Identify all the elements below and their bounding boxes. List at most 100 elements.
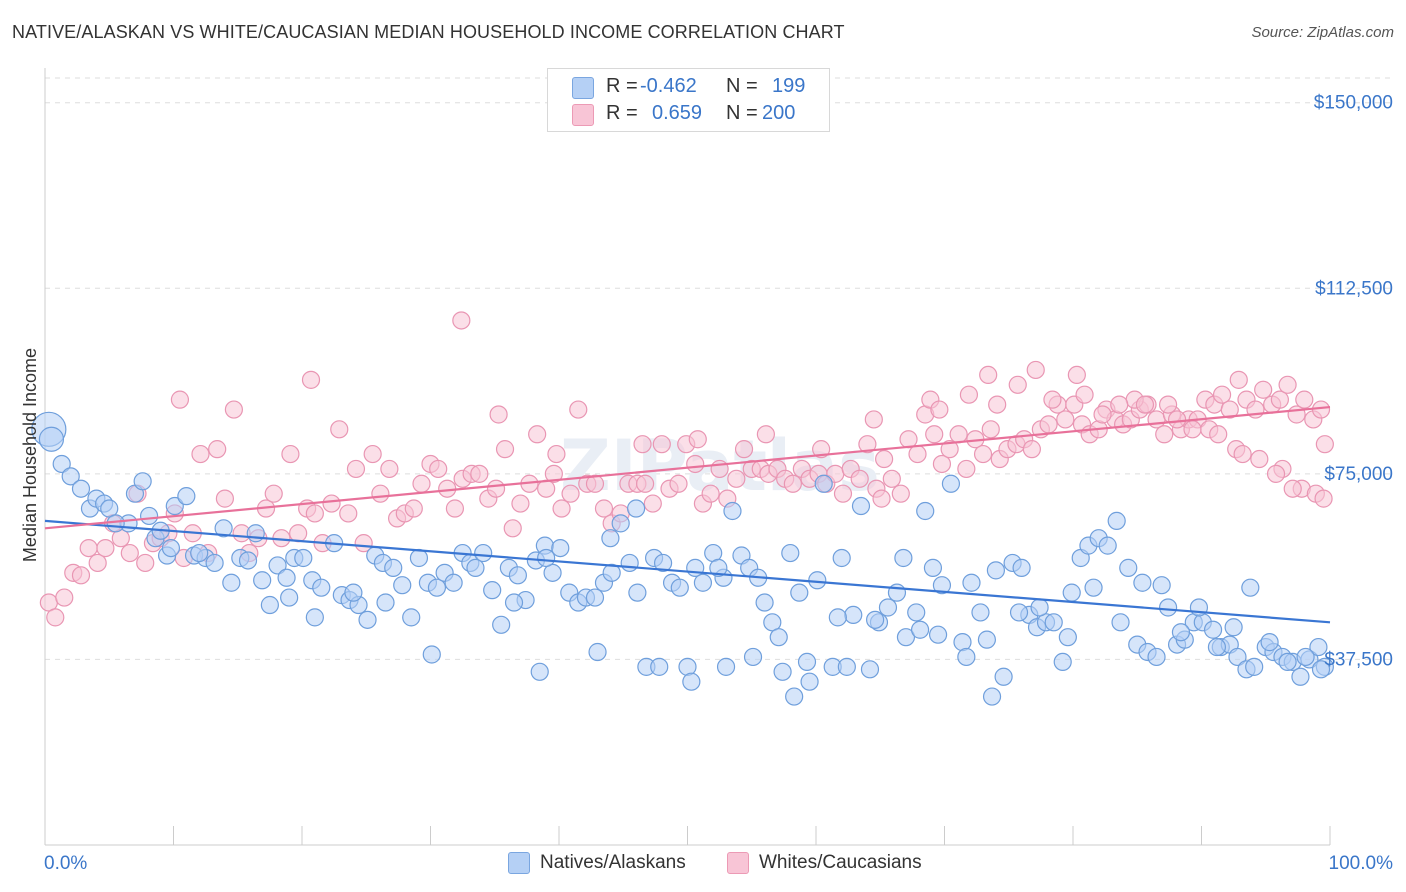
native-alaskan-point [932, 576, 952, 595]
native-alaskan-point [814, 474, 833, 493]
natives-alaskans-points [31, 411, 1334, 706]
native-alaskan-point [1278, 652, 1297, 672]
native-alaskan-point [402, 608, 421, 627]
native-alaskan-point [1309, 637, 1328, 657]
white-caucasian-point [688, 430, 707, 449]
native-alaskan-point [358, 610, 377, 629]
native-alaskan-point [923, 558, 943, 577]
white-caucasian-point [959, 385, 979, 404]
legend-label: Whites/Caucasians [759, 852, 922, 873]
white-caucasian-point [264, 484, 283, 503]
white-caucasian-point [875, 449, 894, 469]
native-alaskan-point [1241, 578, 1260, 597]
white-caucasian-point [371, 484, 390, 503]
white-caucasian-point [925, 425, 944, 444]
white-caucasian-point [1022, 440, 1041, 459]
native-alaskan-point [71, 479, 91, 498]
native-alaskan-point [190, 543, 209, 563]
y-tick-label: $75,000 [1324, 464, 1393, 485]
native-alaskan-point [982, 687, 1002, 706]
correlation-legend: R = -0.462 N = 199 R = 0.659 N = 200 [547, 68, 830, 132]
native-alaskan-point [585, 588, 605, 607]
white-caucasian-point [1212, 385, 1232, 404]
white-caucasian-point [891, 484, 910, 503]
native-alaskan-point [628, 583, 647, 602]
native-alaskan-point [977, 630, 997, 649]
native-alaskan-point [650, 657, 669, 676]
white-caucasian-point [1183, 420, 1202, 439]
white-caucasian-point [1266, 464, 1286, 483]
native-alaskan-point [907, 603, 926, 622]
native-alaskan-point [384, 558, 403, 577]
native-alaskan-point [1053, 652, 1072, 672]
native-alaskan-point [1207, 637, 1227, 657]
white-caucasian-point [1135, 395, 1155, 414]
white-caucasian-point [1283, 479, 1302, 498]
native-alaskan-point [860, 660, 880, 679]
native-alaskan-point [305, 608, 324, 627]
white-caucasian-point [547, 444, 566, 464]
native-alaskan-point [268, 556, 287, 575]
native-alaskan-point [1084, 578, 1103, 597]
white-caucasian-point [380, 459, 399, 479]
native-alaskan-point [1119, 558, 1138, 577]
native-alaskan-point [1058, 628, 1077, 647]
white-caucasian-point [71, 566, 91, 585]
natives-trendline [44, 519, 1331, 624]
white-caucasian-point [511, 494, 530, 513]
native-alaskan-point [773, 662, 792, 681]
white-caucasian-point [1233, 444, 1252, 464]
native-alaskan-point [716, 657, 736, 676]
white-caucasian-point [979, 365, 998, 385]
native-alaskan-point [953, 633, 972, 652]
native-alaskan-point [785, 687, 804, 706]
white-caucasian-point [1314, 489, 1333, 508]
white-caucasian-point [850, 469, 869, 488]
native-alaskan-point [393, 576, 412, 595]
blue-swatch [508, 852, 530, 874]
native-alaskan-point [238, 551, 258, 570]
native-alaskan-point [670, 578, 689, 597]
native-alaskan-point [1171, 623, 1191, 642]
native-alaskan-point [916, 501, 935, 521]
white-caucasian-point [1270, 390, 1289, 409]
native-alaskan-point [653, 553, 673, 573]
native-alaskan-point [601, 529, 620, 548]
white-caucasian-point [170, 390, 190, 409]
pink-swatch [727, 852, 749, 874]
white-caucasian-point [215, 489, 234, 508]
white-caucasian-point [445, 499, 465, 518]
n-label: N = [726, 75, 758, 97]
native-alaskan-point [769, 628, 788, 647]
native-alaskan-point [1260, 633, 1279, 652]
native-alaskan-point [1311, 660, 1331, 679]
native-alaskan-point [483, 581, 502, 600]
white-caucasian-point [988, 395, 1007, 414]
white-caucasian-point [973, 444, 993, 464]
native-alaskan-point [994, 667, 1013, 686]
native-alaskan-point [851, 496, 871, 516]
native-alaskan-point [246, 524, 265, 543]
native-alaskan-point [755, 593, 774, 612]
native-alaskan-point [133, 472, 152, 491]
white-caucasian-point [930, 400, 949, 419]
legend-row-whites: R = 0.659 N = 200 [548, 101, 829, 127]
native-alaskan-point [986, 561, 1006, 580]
white-caucasian-point [1043, 390, 1062, 409]
y-tick-label: $112,500 [1315, 278, 1393, 299]
native-alaskan-point [910, 620, 930, 639]
native-alaskan-point [971, 603, 990, 622]
native-alaskan-point [1107, 511, 1126, 530]
native-alaskan-point [537, 548, 556, 568]
tick-labels: $37,500 $75,000 $112,500 $150,000 0.0% 100.0% [44, 93, 1393, 874]
x-tick-label: 100.0% [1329, 853, 1394, 874]
native-alaskan-point [177, 487, 196, 506]
native-alaskan-point [1296, 647, 1315, 667]
white-caucasian-point [1250, 449, 1269, 469]
white-caucasian-point [55, 588, 74, 607]
native-alaskan-point [474, 543, 493, 563]
legend-label: Natives/Alaskans [540, 852, 686, 873]
native-alaskan-point [693, 573, 713, 592]
white-caucasian-point [932, 454, 952, 474]
